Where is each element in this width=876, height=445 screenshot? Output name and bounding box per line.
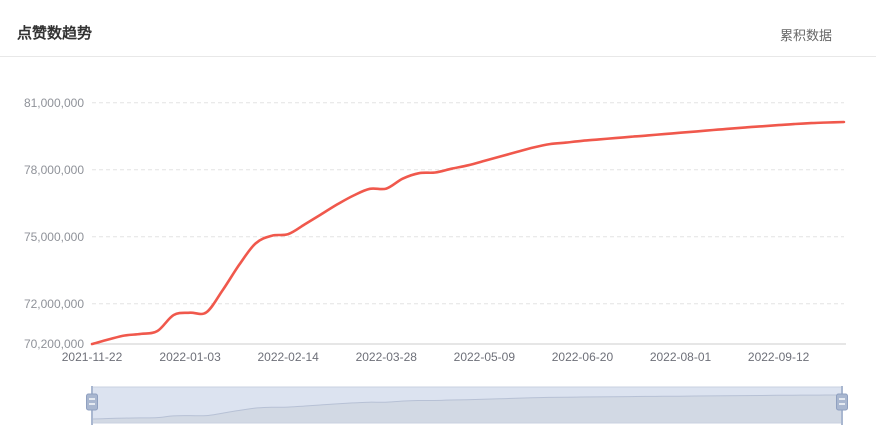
x-axis-label: 2021-11-22 <box>62 350 123 364</box>
y-axis-label: 72,000,000 <box>24 297 84 311</box>
datazoom-right-handle[interactable] <box>836 393 848 411</box>
chart-header: 点赞数趋势 累积数据 <box>0 0 876 57</box>
datazoom-data-shadow <box>92 395 842 423</box>
x-axis-label: 2022-08-01 <box>650 350 712 364</box>
trend-line-series <box>90 120 846 346</box>
x-axis-label: 2022-02-14 <box>257 350 319 364</box>
x-axis-label: 2022-05-09 <box>454 350 516 364</box>
y-axis-label: 78,000,000 <box>24 163 84 177</box>
datazoom-shadow-line <box>91 394 842 420</box>
y-axis-label: 81,000,000 <box>24 96 84 110</box>
data-mode-label: 累积数据 <box>779 28 832 43</box>
x-axis-label: 2022-09-12 <box>748 350 810 364</box>
x-axis-label: 2022-03-28 <box>356 350 418 364</box>
datazoom-left-handle[interactable] <box>86 393 98 411</box>
chart-title: 点赞数趋势 <box>17 25 93 42</box>
y-axis-label: 70,200,000 <box>24 337 84 351</box>
y-axis-label: 75,000,000 <box>24 230 84 244</box>
x-axis-label: 2022-01-03 <box>159 350 221 364</box>
x-axis-label: 2022-06-20 <box>552 350 614 364</box>
